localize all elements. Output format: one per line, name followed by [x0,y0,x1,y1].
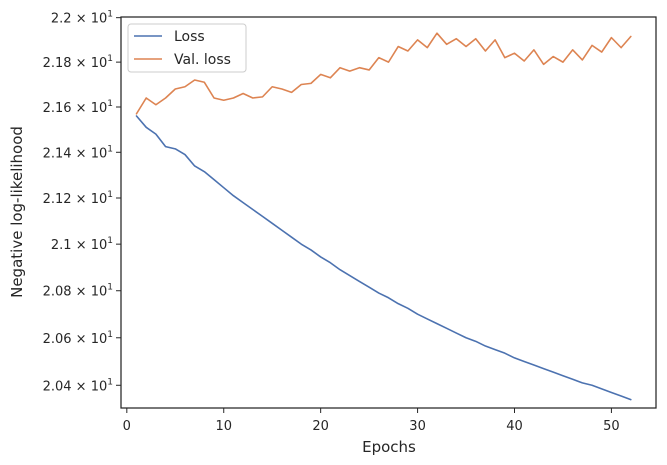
y-tick-label: 2.06 × 101 [43,330,113,347]
x-tick-label: 10 [215,419,232,434]
y-axis: 2.04 × 101 2.06 × 101 2.08 × 101 2.1 × 101 2… [43,10,121,394]
series-line-val-loss [135,32,632,115]
x-axis-title: Epochs [362,438,416,456]
x-axis: 0 10 20 30 40 50 [123,408,620,434]
x-tick-label: 50 [603,419,620,434]
plot-frame [120,16,657,409]
y-tick-label: 2.2 × 101 [51,10,113,27]
y-tick-label: 2.18 × 101 [43,54,113,71]
legend-label: Val. loss [174,52,231,68]
y-tick-label: 2.16 × 101 [43,99,113,116]
legend: Loss Val. loss [127,23,247,73]
x-tick-label: 30 [409,419,426,434]
y-tick-label: 2.08 × 101 [43,283,113,300]
legend-label: Loss [174,29,205,45]
y-tick-label: 2.12 × 101 [43,190,113,207]
x-tick-label: 20 [312,419,329,434]
y-tick-label: 2.1 × 101 [51,236,113,253]
x-tick-label: 0 [123,419,131,434]
series-layer [135,32,632,401]
series-line-loss [135,115,632,401]
y-tick-label: 2.04 × 101 [43,377,113,394]
y-axis-title: Negative log-likelihood [8,126,26,298]
y-tick-label: 2.14 × 101 [43,144,113,161]
x-tick-label: 40 [506,419,523,434]
